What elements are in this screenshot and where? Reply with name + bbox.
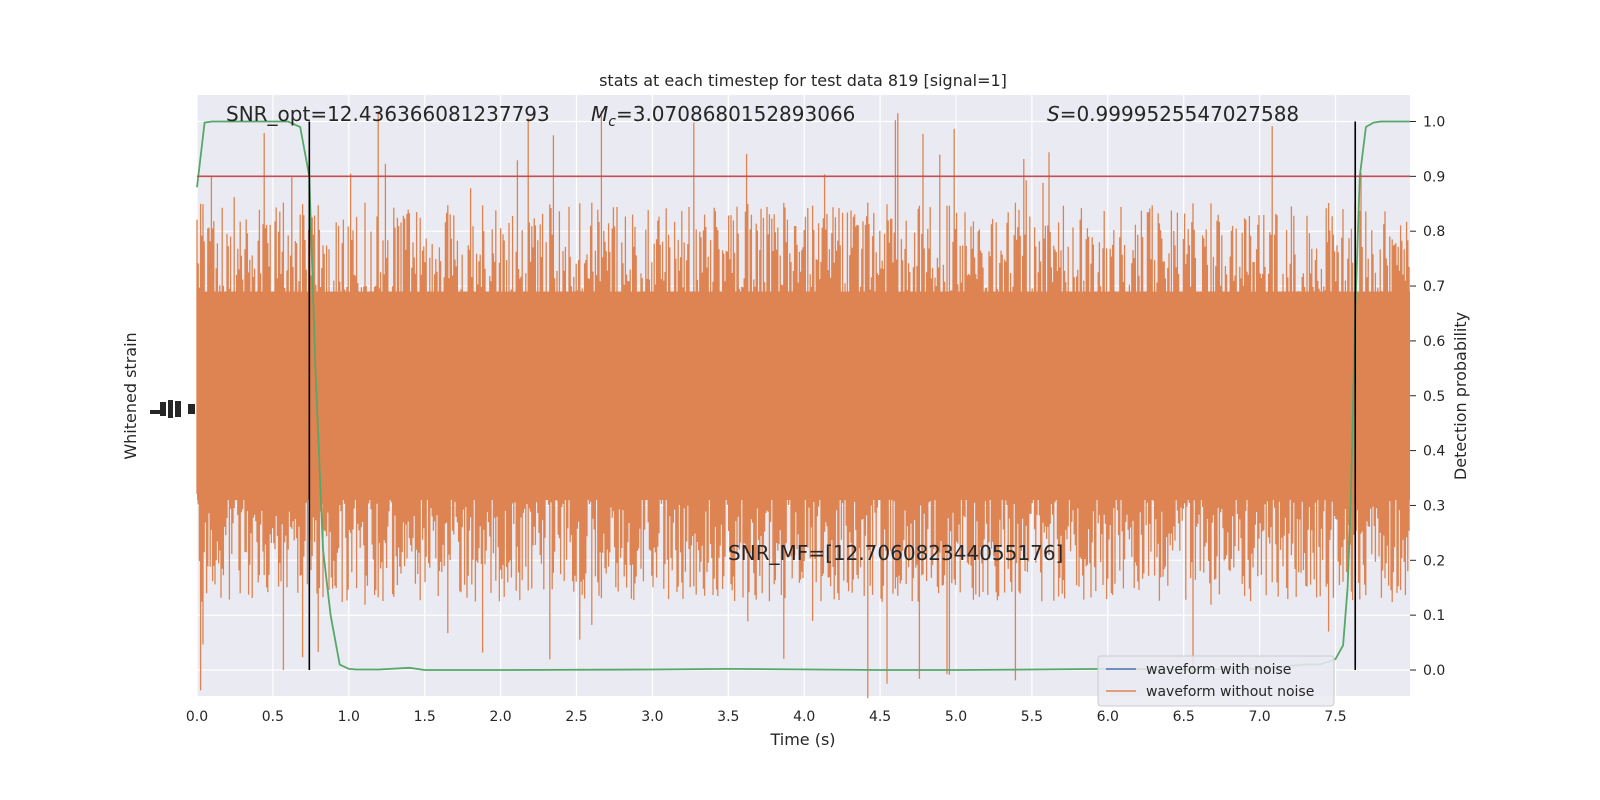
y-tick-label-5: 0.5 bbox=[1423, 389, 1445, 405]
s-symbol: S bbox=[1047, 102, 1060, 126]
y-tick-label-2: 0.2 bbox=[1423, 553, 1445, 569]
left-axis-tick-clutter bbox=[150, 400, 195, 418]
chirp-mass-annotation: Mc=3.0708680152893066 bbox=[591, 102, 855, 130]
series-detection-probability bbox=[196, 120, 1410, 671]
overlay-lines bbox=[197, 121, 1410, 670]
x-tick-label-9: 4.5 bbox=[869, 709, 891, 725]
probability-line bbox=[196, 120, 1410, 671]
chirp-mass-value: =3.0708680152893066 bbox=[616, 102, 855, 126]
x-tick-label-12: 6.0 bbox=[1097, 709, 1119, 725]
x-axis: 0.0 0.5 1.0 1.5 2.0 2.5 3.0 3.5 4.0 4.5 5.0 5.5 6.0 6… bbox=[186, 709, 1347, 725]
x-tick-label-11: 5.5 bbox=[1021, 709, 1043, 725]
y-axis-right: 0.0 0.1 0.2 0.3 0.4 0.5 0.6 0.7 0.8 0.9 1.0 bbox=[1410, 115, 1445, 679]
legend-label-without-noise: waveform without noise bbox=[1146, 684, 1314, 700]
x-tick-label-7: 3.5 bbox=[717, 709, 739, 725]
x-tick-label-1: 0.5 bbox=[262, 709, 284, 725]
snr-mf-annotation: SNR_MF=[12.706082344055176] bbox=[728, 541, 1063, 565]
x-tick-label-8: 4.0 bbox=[793, 709, 815, 725]
series-without-noise bbox=[196, 110, 1410, 699]
y-tick-label-10: 1.0 bbox=[1423, 115, 1445, 131]
x-tick-label-13: 6.5 bbox=[1173, 709, 1195, 725]
y-tick-label-0: 0.0 bbox=[1423, 663, 1445, 679]
chirp-mass-symbol: M bbox=[591, 102, 608, 126]
x-tick-label-2: 1.0 bbox=[338, 709, 360, 725]
s-value: =0.9999525547027588 bbox=[1060, 102, 1299, 126]
x-tick-label-10: 5.0 bbox=[945, 709, 967, 725]
x-tick-label-15: 7.5 bbox=[1324, 709, 1346, 725]
legend: waveform with noise waveform without noi… bbox=[1097, 655, 1335, 707]
y-axis-left-label: Whitened strain bbox=[121, 332, 140, 459]
legend-label-with-noise: waveform with noise bbox=[1146, 662, 1291, 678]
x-tick-label-0: 0.0 bbox=[186, 709, 208, 725]
chirp-mass-subscript: c bbox=[608, 114, 616, 130]
x-tick-label-3: 1.5 bbox=[414, 709, 436, 725]
y-tick-label-4: 0.4 bbox=[1423, 444, 1445, 460]
y-tick-label-3: 0.3 bbox=[1423, 498, 1445, 514]
y-tick-label-9: 0.9 bbox=[1423, 169, 1445, 185]
y-tick-label-1: 0.1 bbox=[1423, 608, 1445, 624]
chart-title: stats at each timestep for test data 819… bbox=[599, 71, 1007, 90]
y-tick-label-6: 0.6 bbox=[1423, 334, 1445, 350]
snr-opt-annotation: SNR_opt=12.436366081237793 bbox=[226, 102, 550, 126]
y-tick-label-7: 0.7 bbox=[1423, 279, 1445, 295]
x-tick-label-14: 7.0 bbox=[1248, 709, 1270, 725]
x-axis-label: Time (s) bbox=[769, 730, 835, 749]
y-axis-right-label: Detection probability bbox=[1451, 312, 1470, 480]
x-tick-label-6: 3.0 bbox=[641, 709, 663, 725]
y-tick-label-8: 0.8 bbox=[1423, 224, 1445, 240]
legend-box bbox=[1097, 655, 1335, 707]
waveform-trace bbox=[196, 110, 1410, 699]
x-tick-label-5: 2.5 bbox=[565, 709, 587, 725]
s-annotation: S=0.9999525547027588 bbox=[1047, 102, 1299, 126]
x-tick-label-4: 2.0 bbox=[489, 709, 511, 725]
